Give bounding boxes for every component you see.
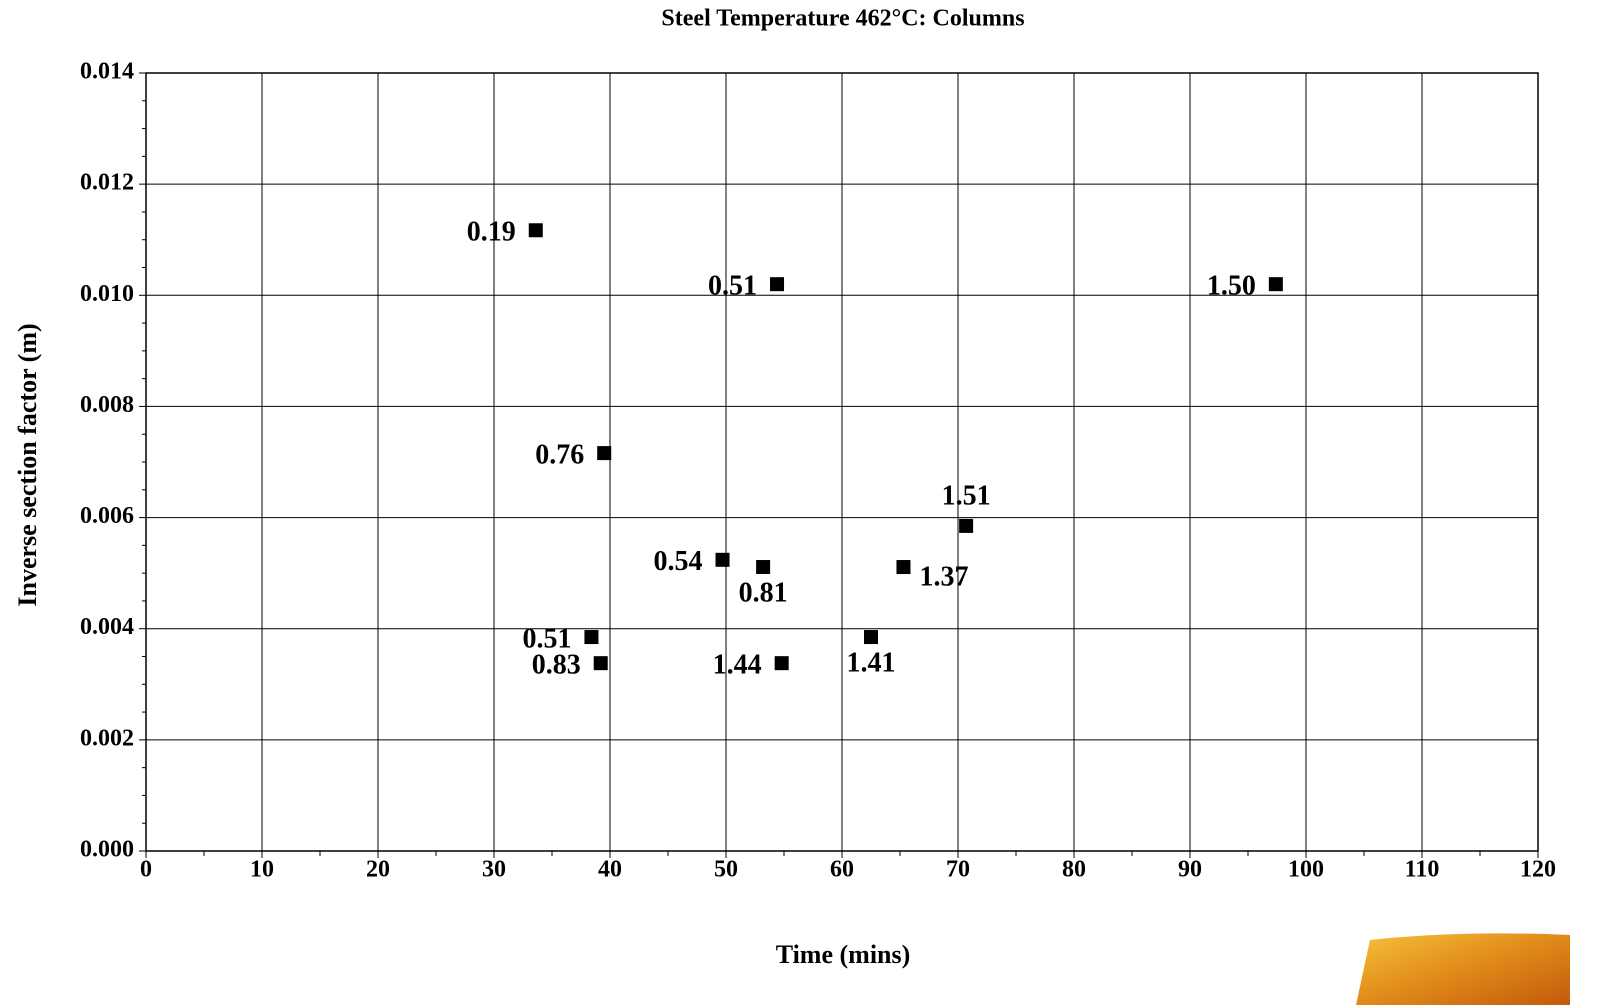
- x-tick-label: 10: [250, 857, 274, 883]
- point: [1268, 277, 1283, 292]
- data-label: 0.51: [708, 271, 757, 302]
- point: [584, 630, 599, 645]
- x-tick-label: 90: [1178, 857, 1202, 883]
- y-tick-label: 0.002: [80, 725, 134, 751]
- x-tick-label: 60: [830, 857, 854, 883]
- data-label: 1.51: [942, 480, 991, 511]
- point: [715, 552, 730, 567]
- y-tick-label: 0.012: [80, 170, 134, 196]
- y-tick-label: 0.010: [80, 281, 134, 307]
- point: [756, 560, 771, 575]
- y-tick-label: 0.004: [80, 614, 134, 640]
- y-axis-label: Inverse section factor (m): [13, 323, 42, 606]
- x-tick-label: 0: [140, 857, 152, 883]
- x-tick-label: 110: [1405, 857, 1440, 883]
- data-label: 1.44: [713, 650, 762, 681]
- data-label: 1.37: [919, 561, 968, 592]
- point: [774, 656, 789, 671]
- point: [770, 277, 785, 292]
- data-label: 0.76: [535, 440, 584, 471]
- x-tick-label: 20: [366, 857, 390, 883]
- point: [959, 518, 974, 533]
- x-tick-label: 120: [1520, 857, 1556, 883]
- point: [597, 446, 612, 461]
- y-tick-label: 0.014: [80, 59, 134, 85]
- decoration: [1356, 933, 1570, 1005]
- data-label: 0.83: [532, 650, 581, 681]
- data-label: 0.51: [522, 623, 571, 654]
- data-label: 0.54: [654, 546, 703, 577]
- y-tick-label: 0.006: [80, 503, 134, 529]
- y-tick-label: 0.008: [80, 392, 134, 418]
- x-axis-label: Time (mins): [776, 940, 911, 969]
- x-tick-label: 70: [946, 857, 970, 883]
- chart-title: Steel Temperature 462°C: Columns: [661, 6, 1024, 32]
- data-label: 1.41: [847, 647, 896, 678]
- x-tick-label: 40: [598, 857, 622, 883]
- point: [896, 560, 911, 575]
- x-tick-label: 80: [1062, 857, 1086, 883]
- x-tick-label: 30: [482, 857, 506, 883]
- data-label: 0.19: [467, 217, 516, 248]
- data-label: 0.81: [739, 577, 788, 608]
- point: [528, 223, 543, 238]
- point: [864, 630, 878, 645]
- x-tick-label: 50: [714, 857, 738, 883]
- plot-frame: [145, 72, 1539, 852]
- data-label: 1.50: [1207, 271, 1256, 302]
- y-tick-label: 0.000: [80, 837, 134, 863]
- point: [593, 656, 608, 671]
- x-tick-label: 100: [1288, 857, 1324, 883]
